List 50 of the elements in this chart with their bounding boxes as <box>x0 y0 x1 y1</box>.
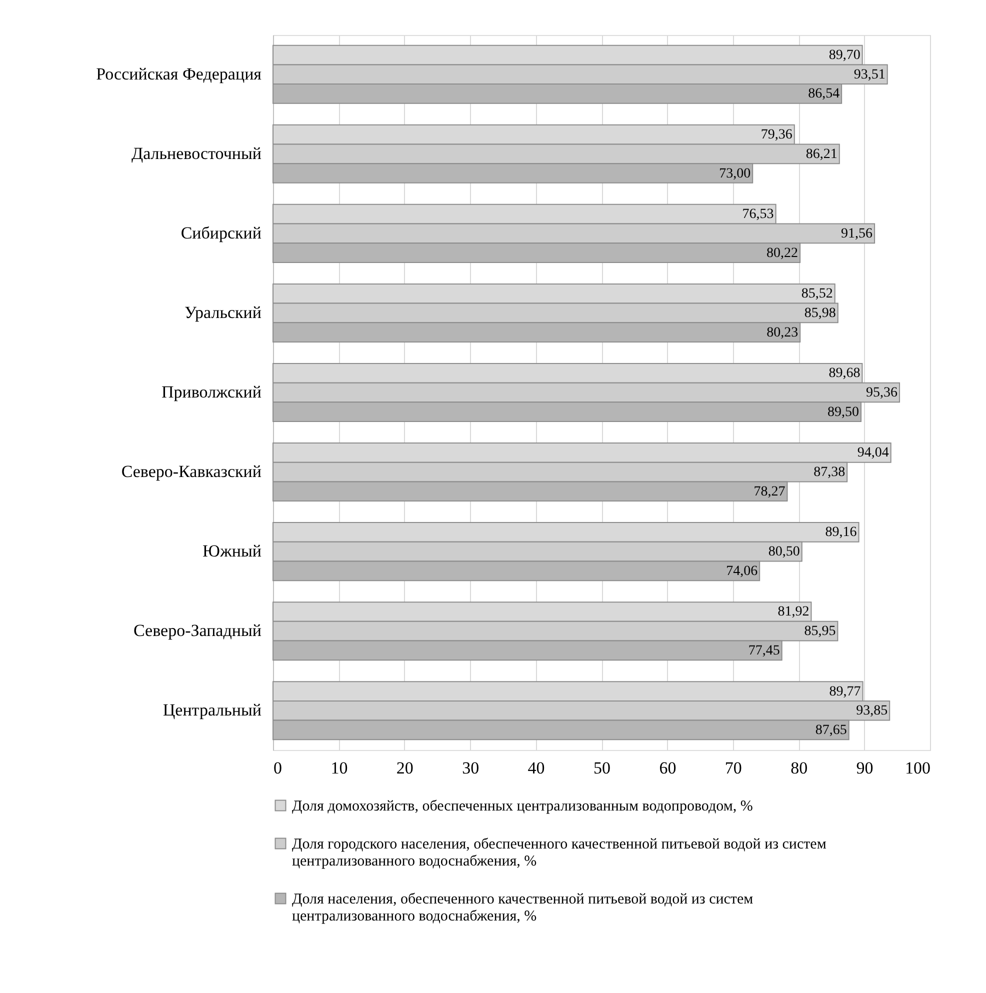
data-label: 74,06 <box>726 564 758 579</box>
x-tick-label: 0 <box>274 758 282 778</box>
y-tick-label: Сибирский <box>180 223 262 242</box>
data-label: 80,23 <box>766 325 798 340</box>
data-label: 91,56 <box>841 226 873 242</box>
y-tick-label: Уральский <box>184 302 262 322</box>
legend-label: Доля домохозяйств, обеспеченных централизованным водопроводом, % <box>292 798 753 814</box>
data-label: 87,38 <box>814 465 846 480</box>
data-label: 80,22 <box>766 246 798 261</box>
x-tick-label: 10 <box>330 758 348 778</box>
data-label: 85,98 <box>804 306 836 321</box>
data-label: 77,45 <box>748 643 780 658</box>
x-tick-label: 70 <box>724 758 742 778</box>
data-label: 95,36 <box>866 386 898 400</box>
data-label: 73,00 <box>719 166 751 182</box>
y-tick-label: Российская Федерация <box>96 64 262 84</box>
x-tick-label: 40 <box>528 758 545 778</box>
data-label: 79,36 <box>760 128 792 143</box>
data-label: 89,50 <box>828 404 860 420</box>
data-label: 93,51 <box>854 67 886 82</box>
data-label: 93,85 <box>856 704 888 719</box>
x-tick-label: 50 <box>594 758 610 778</box>
x-tick-label: 90 <box>856 758 874 778</box>
x-tick-label: 30 <box>462 758 480 778</box>
data-label: 89,16 <box>825 525 857 540</box>
data-label: 80,50 <box>768 544 800 560</box>
data-label: 89,77 <box>829 684 861 700</box>
data-label: 86,54 <box>808 86 840 102</box>
legend-label: Доля городского населения, обеспеченного качественной питьевой водой из систем централизованного водоснабжения, % <box>292 836 827 870</box>
data-label: 76,53 <box>742 207 774 222</box>
data-label: 78,27 <box>754 484 786 500</box>
y-tick-label: Приволжский <box>162 382 262 402</box>
x-tick-label: 80 <box>790 758 808 778</box>
x-tick-label: 20 <box>396 758 414 778</box>
legend-label: Доля населения, обеспеченного качественной питьевой водой из систем централизованного водоснабжения, % <box>292 892 754 924</box>
y-tick-label: Северо-Кавказский <box>121 462 262 482</box>
y-tick-label: Южный <box>202 542 262 561</box>
data-label: 94,04 <box>857 446 889 461</box>
y-tick-label: Центральный <box>162 700 262 720</box>
x-tick-label: 100 <box>905 758 930 778</box>
x-tick-label: 60 <box>659 758 676 778</box>
data-label: 89,70 <box>828 48 860 64</box>
data-label: 85,95 <box>804 624 836 640</box>
data-label: 86,21 <box>806 146 838 162</box>
data-label: 81,92 <box>778 604 810 620</box>
data-label: 89,68 <box>828 366 860 382</box>
y-tick-label: Северо-Западный <box>134 621 262 640</box>
y-tick-label: Дальневосточный <box>132 144 262 163</box>
data-label: 85,52 <box>801 286 833 302</box>
data-label: 87,65 <box>815 722 847 738</box>
